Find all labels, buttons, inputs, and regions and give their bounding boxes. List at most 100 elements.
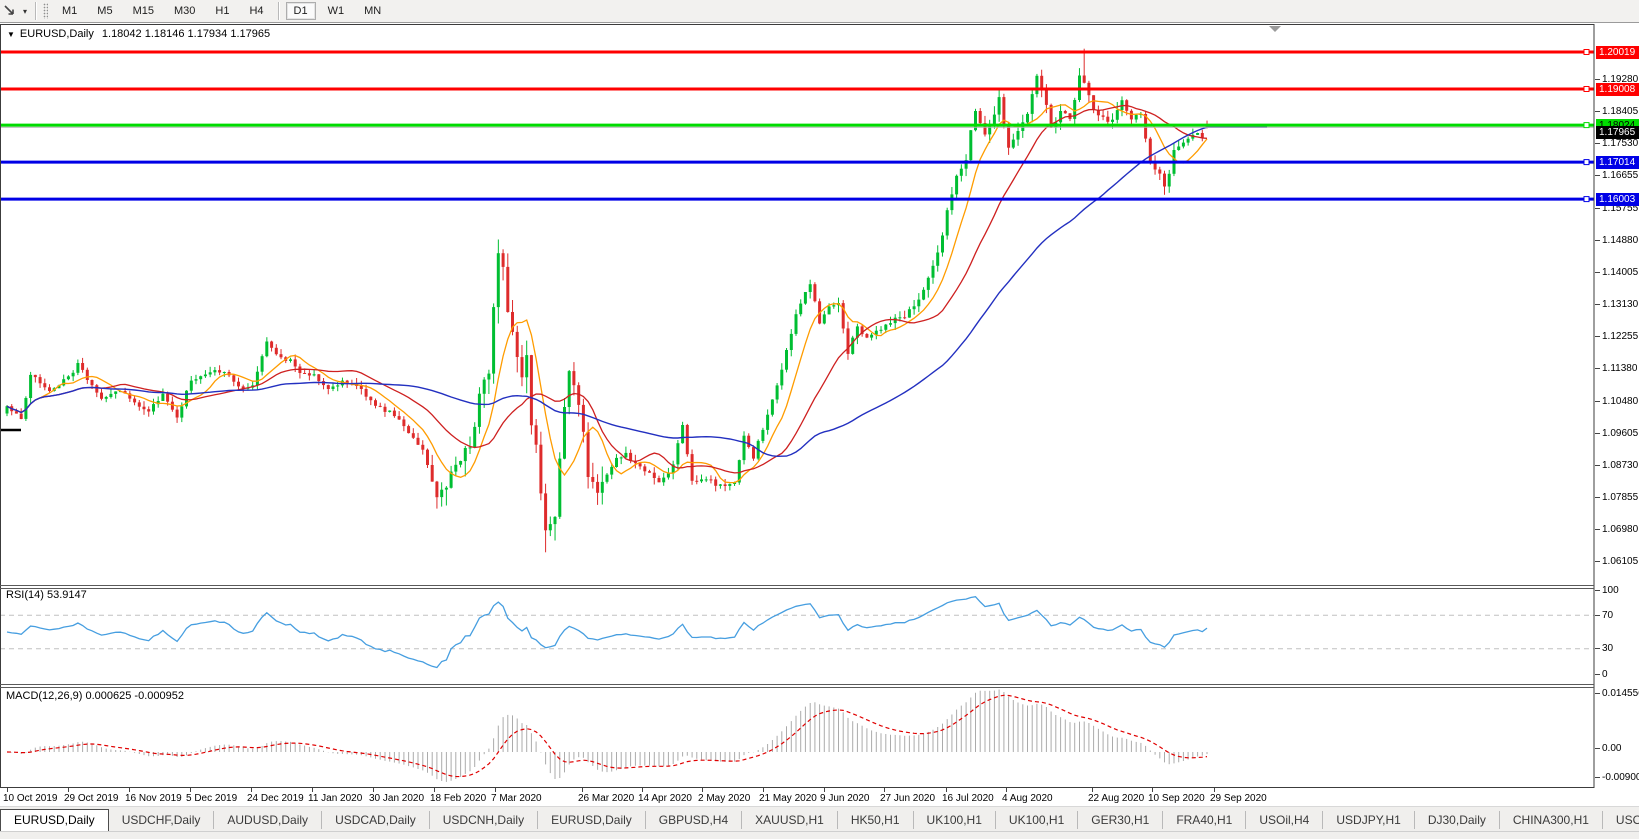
macd-tick-mark bbox=[1595, 776, 1600, 778]
chart-tab-1-usdchf-daily[interactable]: USDCHF,Daily bbox=[109, 811, 215, 829]
chart-tab-6-gbpusd-h4[interactable]: GBPUSD,H4 bbox=[646, 811, 743, 829]
time-tick-label: 26 Mar 2020 bbox=[578, 793, 635, 804]
time-tick-mark bbox=[884, 788, 885, 792]
macd-tick-label: 0.014556 bbox=[1602, 687, 1639, 699]
price-tick-label: 1.14880 bbox=[1602, 234, 1639, 246]
time-tick-mark bbox=[1152, 788, 1153, 792]
chart-tab-0-eurusd-daily[interactable]: EURUSD,Daily bbox=[0, 809, 109, 832]
price-tick-label: 1.13130 bbox=[1602, 298, 1639, 310]
chart-tab-13-usoil-h4[interactable]: USOil,H4 bbox=[1246, 811, 1324, 829]
rsi-tick-label: 70 bbox=[1602, 609, 1614, 621]
timeframe-button-d1[interactable]: D1 bbox=[285, 2, 316, 20]
time-tick-mark bbox=[7, 788, 8, 792]
timeframe-button-m5[interactable]: M5 bbox=[97, 5, 113, 17]
time-tick-label: 16 Nov 2019 bbox=[125, 793, 182, 804]
rsi-tick-label: 100 bbox=[1602, 584, 1619, 596]
time-tick-label: 27 Jun 2020 bbox=[880, 793, 936, 804]
rsi-tick-mark bbox=[1595, 589, 1600, 591]
rsi-tick-label: 0 bbox=[1602, 668, 1608, 680]
time-tick-mark bbox=[1006, 788, 1007, 792]
timeframe-button-h1[interactable]: H1 bbox=[215, 5, 230, 17]
rsi-tick-label: 30 bbox=[1602, 643, 1614, 655]
chart-header: ▼ EURUSD,Daily 1.18042 1.18146 1.17934 1.1… bbox=[7, 28, 270, 40]
timeframe-button-w1[interactable]: W1 bbox=[327, 5, 345, 17]
time-tick-label: 30 Jan 2020 bbox=[369, 793, 425, 804]
chart-tab-4-usdcnh-daily[interactable]: USDCNH,Daily bbox=[430, 811, 539, 829]
chart-tab-3-usdcad-daily[interactable]: USDCAD,Daily bbox=[322, 811, 430, 829]
time-tick-label: 10 Oct 2019 bbox=[3, 793, 58, 804]
chart-tab-10-uk100-h1[interactable]: UK100,H1 bbox=[996, 811, 1079, 829]
timeframe-button-m1[interactable]: M1 bbox=[62, 5, 78, 17]
chart-tab-5-eurusd-daily[interactable]: EURUSD,Daily bbox=[538, 811, 646, 829]
price-tick-label: 1.19280 bbox=[1602, 73, 1639, 85]
price-tick-label: 1.15755 bbox=[1602, 202, 1639, 214]
toolbar-grip[interactable] bbox=[43, 3, 48, 19]
chart-tab-16-china300-h1[interactable]: CHINA300,H1 bbox=[1500, 811, 1603, 829]
chart-tab-bar: EURUSD,Daily USDCHF,Daily AUDUSD,Daily USDC… bbox=[0, 806, 1639, 832]
price-tick-mark bbox=[1595, 465, 1600, 467]
time-tick-mark bbox=[373, 788, 374, 792]
horizontal-level-lines[interactable] bbox=[0, 49, 1594, 203]
price-tag-1.16003: 1.16003 bbox=[1596, 192, 1639, 206]
chart-tab-15-dj30-daily[interactable]: DJ30,Daily bbox=[1415, 811, 1500, 829]
cursor-tool-icon[interactable] bbox=[1, 2, 19, 20]
macd-tick-label: 0.00 bbox=[1602, 742, 1622, 754]
timeframe-button-m30[interactable]: M30 bbox=[173, 5, 196, 17]
time-tick-mark bbox=[251, 788, 252, 792]
time-tick-label: 24 Dec 2019 bbox=[247, 793, 304, 804]
price-tick-mark bbox=[1595, 174, 1600, 176]
chart-tab-2-audusd-daily[interactable]: AUDUSD,Daily bbox=[214, 811, 323, 829]
chart-frame bbox=[0, 24, 1595, 788]
chart-tab-8-hk50-h1[interactable]: HK50,H1 bbox=[838, 811, 914, 829]
price-tick-label: 1.07855 bbox=[1602, 492, 1639, 504]
time-tick-mark bbox=[702, 788, 703, 792]
time-tick-label: 14 Apr 2020 bbox=[638, 793, 692, 804]
time-tick-mark bbox=[129, 788, 130, 792]
level-handle-1.16003 bbox=[1583, 196, 1590, 203]
chart-tab-12-fra40-h1[interactable]: FRA40,H1 bbox=[1163, 811, 1247, 829]
macd-tick-mark bbox=[1595, 747, 1600, 749]
time-tick-mark bbox=[824, 788, 825, 792]
time-tick-label: 9 Jun 2020 bbox=[820, 793, 870, 804]
time-tick-mark bbox=[1214, 788, 1215, 792]
time-tick-mark bbox=[1092, 788, 1093, 792]
time-tick-label: 18 Feb 2020 bbox=[430, 793, 487, 804]
chart-tab-7-xauusd-h1[interactable]: XAUUSD,H1 bbox=[742, 811, 838, 829]
price-tick-mark bbox=[1595, 303, 1600, 305]
chart-canvas[interactable] bbox=[0, 0, 1595, 800]
time-tick-label: 10 Sep 2020 bbox=[1148, 793, 1205, 804]
macd-tick-mark bbox=[1595, 692, 1600, 694]
price-tick-mark bbox=[1595, 367, 1600, 369]
symbol-dropdown-icon[interactable]: ▼ bbox=[7, 30, 15, 39]
chart-tab-14-usdjpy-h1[interactable]: USDJPY,H1 bbox=[1323, 811, 1415, 829]
price-tick-mark bbox=[1595, 561, 1600, 563]
price-tick-label: 1.11380 bbox=[1602, 362, 1638, 374]
price-tick-label: 1.17530 bbox=[1602, 137, 1639, 149]
tool-dropdown-caret[interactable]: ▾ bbox=[22, 6, 27, 16]
macd-indicator-label: MACD(12,26,9) 0.000625 -0.000952 bbox=[6, 690, 184, 702]
timeframe-button-m15[interactable]: M15 bbox=[132, 5, 154, 17]
time-tick-mark bbox=[68, 788, 69, 792]
rsi-tick-mark bbox=[1595, 614, 1600, 616]
chart-ohlc-values: 1.18042 1.18146 1.17934 1.17965 bbox=[101, 28, 271, 40]
time-tick-mark bbox=[642, 788, 643, 792]
price-tick-label: 1.18405 bbox=[1602, 105, 1639, 117]
chart-tab-17-usoil-h1[interactable]: USOil,H1 bbox=[1603, 811, 1639, 829]
chart-tab-11-ger30-h1[interactable]: GER30,H1 bbox=[1078, 811, 1164, 829]
time-tick-label: 29 Sep 2020 bbox=[1210, 793, 1267, 804]
timeframe-button-mn[interactable]: MN bbox=[364, 5, 382, 17]
chart-tab-9-uk100-h1[interactable]: UK100,H1 bbox=[914, 811, 996, 829]
price-tick-mark bbox=[1595, 529, 1600, 531]
price-tick-label: 1.16655 bbox=[1602, 169, 1639, 181]
time-tick-label: 7 Mar 2020 bbox=[491, 793, 542, 804]
timeframe-buttons: M1 M5 M15 M30 H1 H4 D1 W1 MN bbox=[52, 0, 391, 22]
price-tick-mark bbox=[1595, 432, 1600, 434]
timeframe-button-h4[interactable]: H4 bbox=[249, 5, 264, 17]
price-tick-mark bbox=[1595, 497, 1600, 499]
rsi-line bbox=[6, 595, 1208, 669]
level-handle-1.20019 bbox=[1583, 49, 1590, 55]
moving-averages-layer bbox=[6, 100, 1267, 484]
time-tick-mark bbox=[763, 788, 764, 792]
time-tick-mark bbox=[434, 788, 435, 792]
time-tick-label: 5 Dec 2019 bbox=[186, 793, 238, 804]
